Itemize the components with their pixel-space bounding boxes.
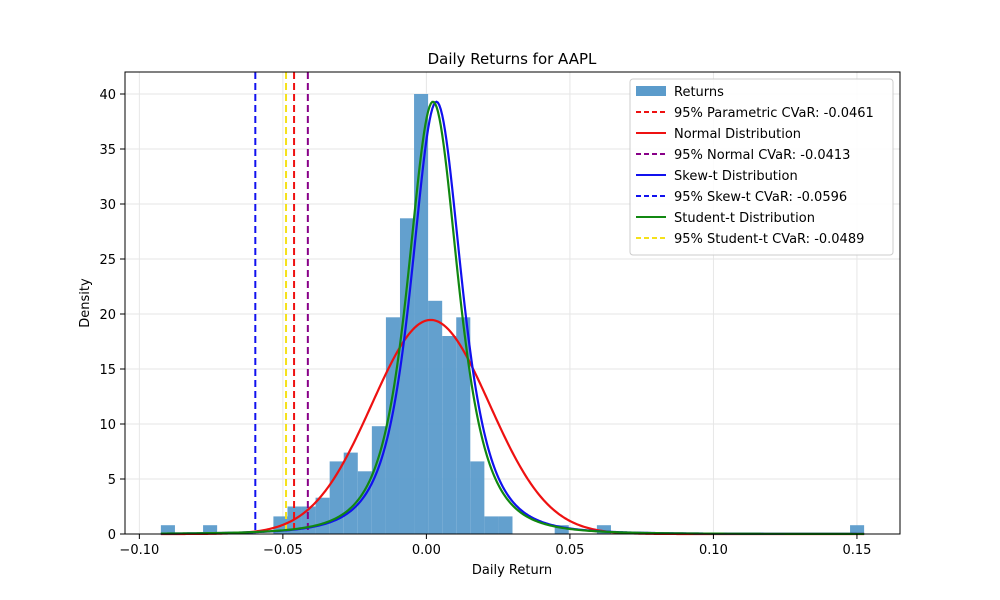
x-tick-label: −0.10 [119,543,159,558]
legend-label: 95% Normal CVaR: -0.0413 [674,148,850,163]
histogram-bar [160,525,175,534]
histogram-bar [343,452,358,534]
x-tick-label: 0.05 [555,543,584,558]
histogram-bar [850,525,865,534]
x-axis-label: Daily Return [472,563,552,578]
legend-label: Returns [674,85,724,100]
histogram-bar [484,516,499,534]
x-tick-label: −0.05 [263,543,303,558]
y-tick-label: 40 [99,88,116,103]
legend-label: Student-t Distribution [674,211,815,226]
histogram-bar [456,317,471,534]
legend-label: Skew-t Distribution [674,169,798,184]
y-axis-label: Density [78,278,93,328]
histogram-bar [470,461,485,534]
legend: Returns 95% Parametric CVaR: -0.0461 Norma… [629,78,894,256]
x-tick-label: 0.10 [699,543,728,558]
histogram-bar [428,300,443,534]
histogram-bar [357,471,372,534]
legend-label: 95% Parametric CVaR: -0.0461 [674,106,874,121]
y-tick-label: 20 [99,308,116,323]
histogram-bar [399,218,415,535]
legend-swatch [636,86,666,96]
chart-title: Daily Returns for AAPL [428,50,597,68]
legend-label: 95% Student-t CVaR: -0.0489 [674,232,864,247]
y-tick-label: 5 [108,473,116,488]
legend-label: 95% Skew-t CVaR: -0.0596 [674,190,847,205]
y-tick-label: 35 [99,143,116,158]
histogram-bar [315,497,330,534]
histogram-bar [554,525,569,534]
cvar-lines [254,72,309,534]
histogram-bar [498,516,513,534]
x-tick-label: 0.00 [412,543,441,558]
histogram-bar [414,94,429,534]
histogram-bar [442,336,457,534]
x-tick-label: 0.15 [842,543,871,558]
y-tick-label: 15 [99,363,116,378]
plot-frame [124,71,901,535]
axis-ticks: −0.10 −0.05 0.00 0.05 0.10 0.15 0 5 10 15 20 25 30 35… [99,88,871,558]
legend-label: Normal Distribution [674,127,801,142]
histogram-bar [596,525,611,534]
y-tick-label: 25 [99,253,116,268]
y-tick-label: 30 [99,198,116,213]
y-tick-label: 10 [99,418,116,433]
histogram-bar [203,525,218,534]
legend-box [629,78,894,256]
y-tick-label: 0 [108,528,116,543]
